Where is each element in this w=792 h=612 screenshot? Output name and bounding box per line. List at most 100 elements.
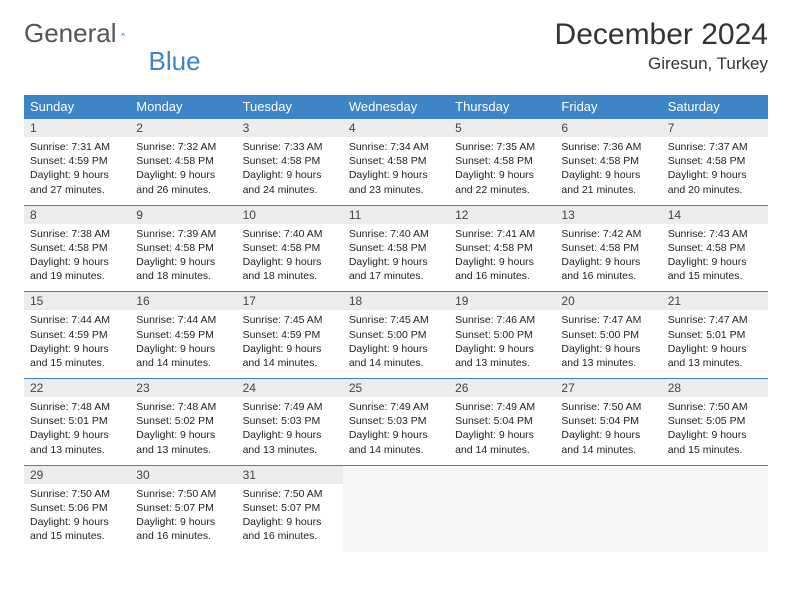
logo-word1: General xyxy=(24,18,117,49)
weekday-header: Thursday xyxy=(449,95,555,119)
sunset-line: Sunset: 5:04 PM xyxy=(561,414,655,428)
day-number-cell: 17 xyxy=(237,292,343,311)
sunrise-line: Sunrise: 7:44 AM xyxy=(30,313,124,327)
daylight-line: Daylight: 9 hours and 26 minutes. xyxy=(136,168,230,196)
daylight-line: Daylight: 9 hours and 16 minutes. xyxy=(243,515,337,543)
sunset-line: Sunset: 5:05 PM xyxy=(668,414,762,428)
sunrise-line: Sunrise: 7:40 AM xyxy=(349,227,443,241)
sunrise-line: Sunrise: 7:46 AM xyxy=(455,313,549,327)
sunrise-line: Sunrise: 7:37 AM xyxy=(668,140,762,154)
sunset-line: Sunset: 5:03 PM xyxy=(349,414,443,428)
sunrise-line: Sunrise: 7:38 AM xyxy=(30,227,124,241)
sunrise-line: Sunrise: 7:50 AM xyxy=(30,487,124,501)
sunset-line: Sunset: 4:58 PM xyxy=(561,241,655,255)
sunset-line: Sunset: 4:59 PM xyxy=(30,154,124,168)
day-number-cell: 16 xyxy=(130,292,236,311)
sunset-line: Sunset: 4:58 PM xyxy=(136,154,230,168)
day-content-cell: Sunrise: 7:47 AMSunset: 5:01 PMDaylight:… xyxy=(662,310,768,378)
day-number-cell: 19 xyxy=(449,292,555,311)
sunset-line: Sunset: 4:58 PM xyxy=(30,241,124,255)
day-number-cell: 3 xyxy=(237,119,343,138)
logo: General xyxy=(24,18,149,49)
daylight-line: Daylight: 9 hours and 14 minutes. xyxy=(243,342,337,370)
day-number-cell: 12 xyxy=(449,205,555,224)
daylight-line: Daylight: 9 hours and 13 minutes. xyxy=(136,428,230,456)
day-number-cell xyxy=(449,465,555,484)
day-number-cell: 14 xyxy=(662,205,768,224)
daylight-line: Daylight: 9 hours and 22 minutes. xyxy=(455,168,549,196)
day-content-cell: Sunrise: 7:47 AMSunset: 5:00 PMDaylight:… xyxy=(555,310,661,378)
daylight-line: Daylight: 9 hours and 24 minutes. xyxy=(243,168,337,196)
sunset-line: Sunset: 5:06 PM xyxy=(30,501,124,515)
day-content-cell xyxy=(662,484,768,552)
day-number-cell: 8 xyxy=(24,205,130,224)
sunrise-line: Sunrise: 7:48 AM xyxy=(136,400,230,414)
day-content-cell: Sunrise: 7:49 AMSunset: 5:03 PMDaylight:… xyxy=(237,397,343,465)
daylight-line: Daylight: 9 hours and 13 minutes. xyxy=(668,342,762,370)
day-content-cell: Sunrise: 7:41 AMSunset: 4:58 PMDaylight:… xyxy=(449,224,555,292)
sunset-line: Sunset: 4:58 PM xyxy=(136,241,230,255)
day-content-cell: Sunrise: 7:50 AMSunset: 5:07 PMDaylight:… xyxy=(237,484,343,552)
day-content-cell: Sunrise: 7:49 AMSunset: 5:03 PMDaylight:… xyxy=(343,397,449,465)
day-number-cell: 10 xyxy=(237,205,343,224)
sunset-line: Sunset: 4:58 PM xyxy=(243,154,337,168)
day-number-cell: 21 xyxy=(662,292,768,311)
location: Giresun, Turkey xyxy=(555,54,768,74)
sunrise-line: Sunrise: 7:45 AM xyxy=(349,313,443,327)
weekday-header-row: Sunday Monday Tuesday Wednesday Thursday… xyxy=(24,95,768,119)
day-number-cell: 26 xyxy=(449,379,555,398)
day-number-row: 1234567 xyxy=(24,119,768,138)
day-content-cell xyxy=(343,484,449,552)
sunset-line: Sunset: 5:00 PM xyxy=(455,328,549,342)
sunrise-line: Sunrise: 7:49 AM xyxy=(243,400,337,414)
daylight-line: Daylight: 9 hours and 18 minutes. xyxy=(136,255,230,283)
day-content-cell: Sunrise: 7:40 AMSunset: 4:58 PMDaylight:… xyxy=(343,224,449,292)
day-number-row: 293031 xyxy=(24,465,768,484)
sunrise-line: Sunrise: 7:44 AM xyxy=(136,313,230,327)
day-content-row: Sunrise: 7:48 AMSunset: 5:01 PMDaylight:… xyxy=(24,397,768,465)
daylight-line: Daylight: 9 hours and 16 minutes. xyxy=(455,255,549,283)
day-content-cell: Sunrise: 7:50 AMSunset: 5:06 PMDaylight:… xyxy=(24,484,130,552)
day-content-cell: Sunrise: 7:36 AMSunset: 4:58 PMDaylight:… xyxy=(555,137,661,205)
sunrise-line: Sunrise: 7:31 AM xyxy=(30,140,124,154)
day-content-cell: Sunrise: 7:42 AMSunset: 4:58 PMDaylight:… xyxy=(555,224,661,292)
day-number-cell: 24 xyxy=(237,379,343,398)
sunset-line: Sunset: 4:58 PM xyxy=(561,154,655,168)
day-number-cell xyxy=(555,465,661,484)
sunset-line: Sunset: 5:07 PM xyxy=(243,501,337,515)
day-content-cell: Sunrise: 7:34 AMSunset: 4:58 PMDaylight:… xyxy=(343,137,449,205)
daylight-line: Daylight: 9 hours and 16 minutes. xyxy=(561,255,655,283)
day-content-cell: Sunrise: 7:49 AMSunset: 5:04 PMDaylight:… xyxy=(449,397,555,465)
sunset-line: Sunset: 4:59 PM xyxy=(30,328,124,342)
sunrise-line: Sunrise: 7:49 AM xyxy=(455,400,549,414)
day-number-cell: 27 xyxy=(555,379,661,398)
day-number-cell xyxy=(343,465,449,484)
daylight-line: Daylight: 9 hours and 14 minutes. xyxy=(349,428,443,456)
daylight-line: Daylight: 9 hours and 14 minutes. xyxy=(349,342,443,370)
daylight-line: Daylight: 9 hours and 15 minutes. xyxy=(668,255,762,283)
day-number-cell: 5 xyxy=(449,119,555,138)
logo-word2: Blue xyxy=(149,46,201,77)
sunrise-line: Sunrise: 7:32 AM xyxy=(136,140,230,154)
sunrise-line: Sunrise: 7:43 AM xyxy=(668,227,762,241)
day-number-cell: 23 xyxy=(130,379,236,398)
day-number-cell: 18 xyxy=(343,292,449,311)
day-content-cell: Sunrise: 7:50 AMSunset: 5:05 PMDaylight:… xyxy=(662,397,768,465)
day-number-cell: 31 xyxy=(237,465,343,484)
day-content-cell: Sunrise: 7:45 AMSunset: 4:59 PMDaylight:… xyxy=(237,310,343,378)
daylight-line: Daylight: 9 hours and 23 minutes. xyxy=(349,168,443,196)
sunrise-line: Sunrise: 7:41 AM xyxy=(455,227,549,241)
sunset-line: Sunset: 5:00 PM xyxy=(349,328,443,342)
day-number-cell: 1 xyxy=(24,119,130,138)
day-number-cell: 2 xyxy=(130,119,236,138)
day-content-cell: Sunrise: 7:33 AMSunset: 4:58 PMDaylight:… xyxy=(237,137,343,205)
daylight-line: Daylight: 9 hours and 15 minutes. xyxy=(668,428,762,456)
sunrise-line: Sunrise: 7:50 AM xyxy=(136,487,230,501)
daylight-line: Daylight: 9 hours and 15 minutes. xyxy=(30,342,124,370)
day-number-row: 891011121314 xyxy=(24,205,768,224)
day-content-row: Sunrise: 7:44 AMSunset: 4:59 PMDaylight:… xyxy=(24,310,768,378)
sunrise-line: Sunrise: 7:49 AM xyxy=(349,400,443,414)
daylight-line: Daylight: 9 hours and 14 minutes. xyxy=(136,342,230,370)
day-content-cell xyxy=(555,484,661,552)
sunset-line: Sunset: 4:59 PM xyxy=(136,328,230,342)
